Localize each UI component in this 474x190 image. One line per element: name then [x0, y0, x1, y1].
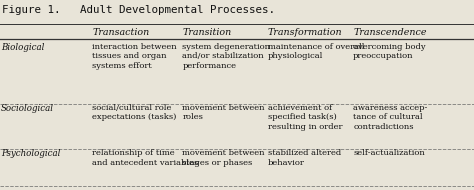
Text: movement between
stages or phases: movement between stages or phases [182, 149, 265, 167]
Text: Transition: Transition [182, 28, 232, 36]
Text: system degeneration
and/or stabilization
performance: system degeneration and/or stabilization… [182, 43, 271, 70]
Text: Figure 1.   Adult Developmental Processes.: Figure 1. Adult Developmental Processes. [2, 5, 275, 15]
Text: relationship of time
and antecedent variables: relationship of time and antecedent vari… [92, 149, 199, 167]
Text: overcoming body
preoccupation: overcoming body preoccupation [353, 43, 426, 60]
Text: maintenance of overall
physiological: maintenance of overall physiological [268, 43, 365, 60]
Text: Psychological: Psychological [1, 149, 60, 158]
Text: stabilized altered
behavior: stabilized altered behavior [268, 149, 341, 167]
Text: Transaction: Transaction [92, 28, 150, 36]
Text: awareness accep-
tance of cultural
contradictions: awareness accep- tance of cultural contr… [353, 104, 428, 131]
Text: movement between
roles: movement between roles [182, 104, 265, 121]
Text: self-actualization: self-actualization [353, 149, 425, 157]
Text: Biological: Biological [1, 43, 45, 52]
Text: achievement of
specified task(s)
resulting in order: achievement of specified task(s) resulti… [268, 104, 342, 131]
Text: social/cultural role
expectations (tasks): social/cultural role expectations (tasks… [92, 104, 177, 121]
Text: Sociological: Sociological [1, 104, 54, 112]
Text: interaction between
tissues and organ
systems effort: interaction between tissues and organ sy… [92, 43, 177, 70]
Text: Transcendence: Transcendence [353, 28, 427, 36]
Text: Transformation: Transformation [268, 28, 342, 36]
